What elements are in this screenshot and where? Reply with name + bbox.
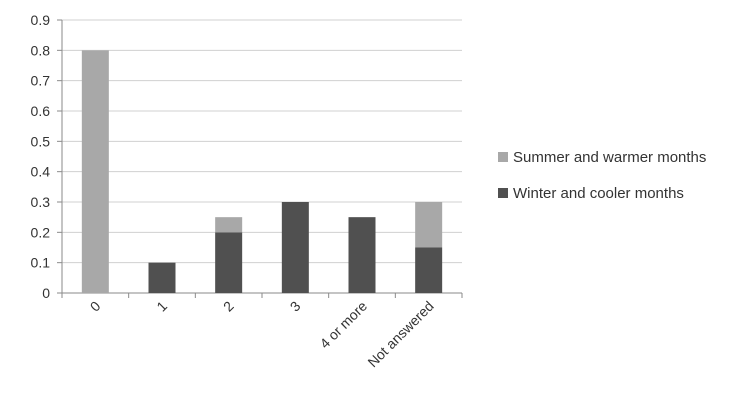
y-tick-label: 0.3 xyxy=(31,194,51,210)
gridlines xyxy=(62,19,462,294)
y-tick-label: 0.2 xyxy=(31,224,51,240)
bar-segment xyxy=(415,202,443,248)
x-tick-label: 4 or more xyxy=(316,298,370,352)
y-tick-label: 0.5 xyxy=(31,133,51,149)
y-tick-label: 0.1 xyxy=(31,255,51,271)
y-tick-labels: 0 0.1 0.2 0.3 0.4 0.5 0.6 0.7 0.8 0.9 xyxy=(31,12,51,301)
bar-segment xyxy=(281,202,309,293)
bar-segment xyxy=(215,217,243,233)
x-tick-label: 3 xyxy=(287,298,304,315)
y-tick-label: 0.9 xyxy=(31,12,51,28)
bar-segment xyxy=(148,262,176,293)
y-tick-label: 0 xyxy=(42,285,50,301)
legend-swatch xyxy=(498,152,508,162)
y-tick-label: 0.6 xyxy=(31,103,51,119)
x-tick-label: 1 xyxy=(153,298,170,315)
bars xyxy=(81,50,443,294)
bar-segment xyxy=(215,232,243,293)
y-tick-label: 0.4 xyxy=(31,164,51,180)
bar-segment xyxy=(81,50,109,294)
legend-label-line: Summer and warmer months xyxy=(513,149,706,166)
axes xyxy=(57,19,463,298)
y-tick-label: 0.7 xyxy=(31,73,51,89)
legend-swatch xyxy=(498,188,508,198)
legend-label: Summer and warmer months xyxy=(513,149,706,166)
legend-label-line: Winter and cooler months xyxy=(513,185,684,202)
legend-label: Winter and cooler months xyxy=(513,185,684,202)
x-tick-label: 0 xyxy=(87,298,104,315)
x-tick-label: 2 xyxy=(220,298,237,315)
x-tick-label: Not answered xyxy=(364,298,436,370)
legend: Summer and warmer months Winter and coole… xyxy=(498,149,706,202)
bar-segment xyxy=(348,217,376,293)
bar-segment xyxy=(415,247,443,293)
y-tick-label: 0.8 xyxy=(31,42,51,58)
